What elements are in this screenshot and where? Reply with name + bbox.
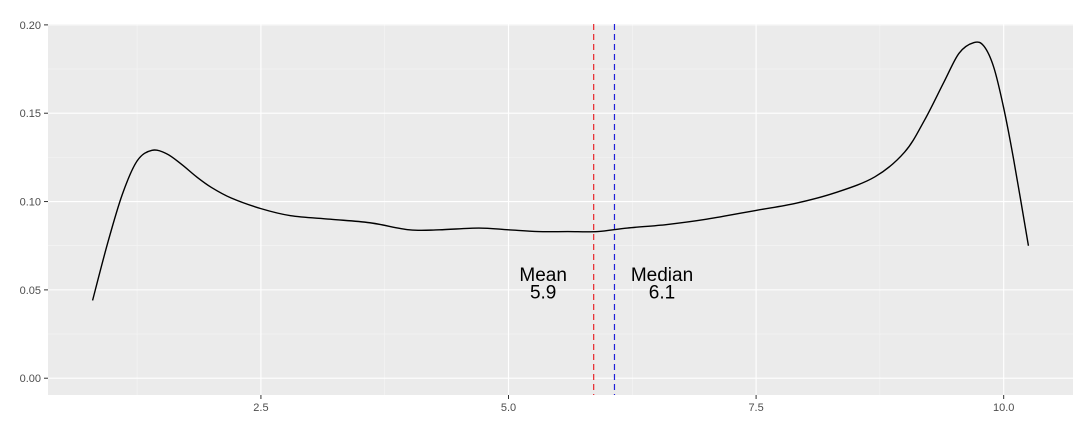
x-tick-label: 7.5 bbox=[748, 402, 763, 414]
x-tick-label: 5.0 bbox=[501, 402, 516, 414]
y-tick-label: 0.15 bbox=[20, 108, 41, 120]
x-tick-label: 2.5 bbox=[253, 402, 268, 414]
grid-minor bbox=[48, 24, 1073, 395]
median-label: Median bbox=[631, 265, 693, 286]
y-tick-label: 0.05 bbox=[20, 285, 41, 297]
median-value: 6.1 bbox=[649, 283, 675, 304]
y-tick-label: 0.00 bbox=[20, 373, 41, 385]
mean-value: 5.9 bbox=[530, 283, 556, 304]
plot-panel bbox=[48, 24, 1073, 395]
x-axis: 2.5 5.0 7.5 10.0 bbox=[253, 395, 1014, 414]
y-tick-label: 0.20 bbox=[20, 20, 41, 32]
grid-major bbox=[48, 24, 1073, 395]
reference-lines bbox=[593, 24, 616, 395]
y-tick-label: 0.10 bbox=[20, 197, 41, 209]
x-tick-label: 10.0 bbox=[993, 402, 1014, 414]
series-group bbox=[91, 41, 1030, 301]
mean-label: Mean bbox=[519, 265, 567, 286]
density-line bbox=[91, 41, 1030, 301]
y-axis: 0.00 0.05 0.10 0.15 0.20 bbox=[20, 20, 48, 385]
